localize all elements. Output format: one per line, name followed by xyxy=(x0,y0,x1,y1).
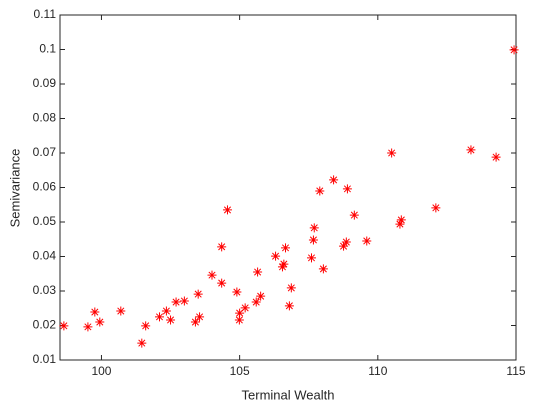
scatter-point xyxy=(349,210,359,220)
scatter-point xyxy=(217,278,227,288)
scatter-point xyxy=(141,321,151,331)
scatter-point xyxy=(284,301,294,311)
x-tick-label: 105 xyxy=(230,364,250,378)
scatter-point xyxy=(95,317,105,327)
scatter-point xyxy=(171,297,181,307)
scatter-point xyxy=(279,259,289,269)
y-tick-label: 0.1 xyxy=(39,42,56,56)
scatter-point xyxy=(286,283,296,293)
scatter-point xyxy=(362,236,372,246)
scatter-point xyxy=(271,251,281,261)
x-tick-label: 110 xyxy=(368,364,387,378)
scatter-point xyxy=(190,317,200,327)
scatter-point xyxy=(491,152,501,162)
scatter-point xyxy=(217,242,227,252)
y-tick-label: 0.06 xyxy=(33,180,57,194)
scatter-point xyxy=(466,145,476,155)
y-tick-label: 0.01 xyxy=(33,352,57,366)
y-tick-label: 0.09 xyxy=(33,76,57,90)
y-tick-label: 0.08 xyxy=(33,111,57,125)
scatter-point xyxy=(329,175,339,185)
scatter-point xyxy=(509,45,519,55)
x-tick-label: 100 xyxy=(91,364,111,378)
scatter-point xyxy=(207,270,217,280)
scatter-point xyxy=(277,262,287,272)
scatter-point xyxy=(308,235,318,245)
scatter-point xyxy=(166,315,176,325)
scatter-point xyxy=(396,215,406,225)
scatter-point xyxy=(341,237,351,247)
scatter-point xyxy=(116,306,126,316)
scatter-point xyxy=(137,338,147,348)
scatter-point xyxy=(395,219,405,229)
x-tick-label: 115 xyxy=(506,364,525,378)
y-tick-label: 0.03 xyxy=(33,283,57,297)
scatter-point xyxy=(154,312,164,322)
scatter-point xyxy=(387,148,397,158)
scatter-point xyxy=(253,267,263,277)
scatter-point xyxy=(83,322,93,332)
plot-area xyxy=(59,14,517,361)
scatter-point xyxy=(90,307,100,317)
scatter-point xyxy=(222,205,232,215)
scatter-point xyxy=(232,287,242,297)
scatter-point xyxy=(240,303,250,313)
scatter-point xyxy=(318,264,328,274)
y-tick-label: 0.02 xyxy=(33,318,57,332)
scatter-point xyxy=(195,312,205,322)
y-tick-label: 0.05 xyxy=(33,214,57,228)
y-tick-label: 0.07 xyxy=(33,145,57,159)
scatter-point xyxy=(251,297,261,307)
scatter-point xyxy=(315,186,325,196)
scatter-point xyxy=(281,243,291,253)
scatter-point xyxy=(342,184,352,194)
scatter-point xyxy=(306,253,316,263)
scatter-point xyxy=(193,289,203,299)
y-axis-title: Semivariance xyxy=(7,149,22,228)
y-tick-label: 0.11 xyxy=(34,7,57,21)
scatter-point xyxy=(431,203,441,213)
scatter-point xyxy=(179,296,189,306)
y-tick-label: 0.04 xyxy=(33,249,57,263)
scatter-point xyxy=(309,223,319,233)
scatter-point xyxy=(235,308,245,318)
x-axis-title: Terminal Wealth xyxy=(242,387,335,402)
scatter-point xyxy=(59,321,69,331)
scatter-point xyxy=(161,306,171,316)
scatter-point xyxy=(339,241,349,251)
scatter-point xyxy=(234,315,244,325)
scatter-point xyxy=(256,291,266,301)
